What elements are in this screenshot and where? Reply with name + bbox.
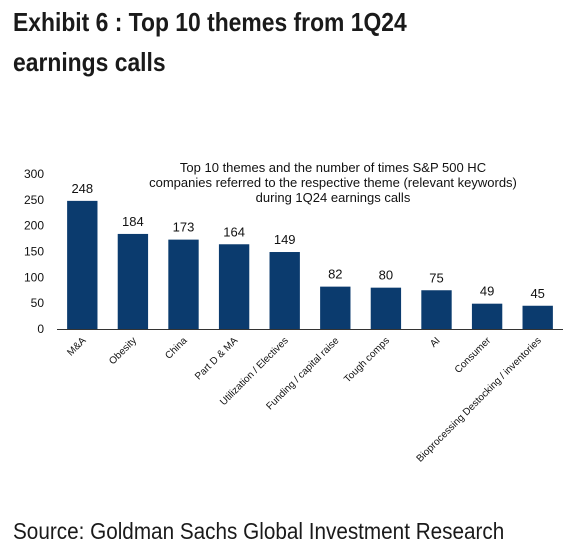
value-labels: 248 184 173 164 149 82 80 75 49 45 — [71, 181, 544, 301]
data-label: 75 — [429, 270, 443, 285]
data-label: 173 — [173, 220, 195, 235]
bars — [67, 200, 553, 329]
data-label: 184 — [122, 214, 144, 229]
y-tick-label: 50 — [31, 296, 45, 310]
bar — [67, 200, 98, 329]
x-tick-label: Consumer — [453, 335, 494, 376]
x-tick-label: M&A — [65, 335, 88, 358]
chart-title-line: companies referred to the respective the… — [149, 175, 517, 190]
chart-title-line: during 1Q24 earnings calls — [256, 190, 411, 205]
exhibit-title: Exhibit 6 : Top 10 themes from 1Q24 earn… — [13, 7, 407, 77]
bar — [320, 286, 351, 329]
y-axis: 0 50 100 150 200 250 300 — [24, 167, 44, 336]
bar — [269, 252, 300, 329]
y-tick-label: 150 — [24, 245, 44, 259]
data-label: 80 — [379, 268, 393, 283]
data-label: 45 — [530, 286, 544, 301]
data-label: 149 — [274, 232, 296, 247]
x-tick-label: AI — [428, 335, 442, 349]
bar-chart: Top 10 themes and the number of times S&… — [24, 160, 563, 465]
data-label: 248 — [71, 181, 93, 196]
y-tick-label: 300 — [24, 167, 44, 181]
y-tick-label: 250 — [24, 193, 44, 207]
bar — [522, 305, 553, 329]
x-tick-label: Part D & MA — [193, 335, 240, 382]
data-label: 82 — [328, 267, 342, 282]
source-note: Source: Goldman Sachs Global Investment … — [13, 518, 505, 544]
bar — [168, 239, 199, 329]
bar — [117, 233, 149, 329]
y-tick-label: 200 — [24, 219, 44, 233]
bar — [218, 244, 250, 329]
data-label: 164 — [223, 224, 245, 239]
chart-title: Top 10 themes and the number of times S&… — [149, 160, 517, 205]
bar — [370, 287, 402, 329]
x-tick-label: Tough comps — [342, 335, 392, 385]
y-tick-label: 100 — [24, 270, 44, 284]
data-label: 49 — [480, 284, 494, 299]
bar — [471, 303, 503, 329]
x-tick-label: Obesity — [107, 335, 139, 367]
chart-title-line: Top 10 themes and the number of times S&… — [180, 160, 486, 175]
x-tick-label: China — [163, 335, 190, 362]
bar — [421, 290, 452, 329]
y-tick-label: 0 — [37, 322, 44, 336]
